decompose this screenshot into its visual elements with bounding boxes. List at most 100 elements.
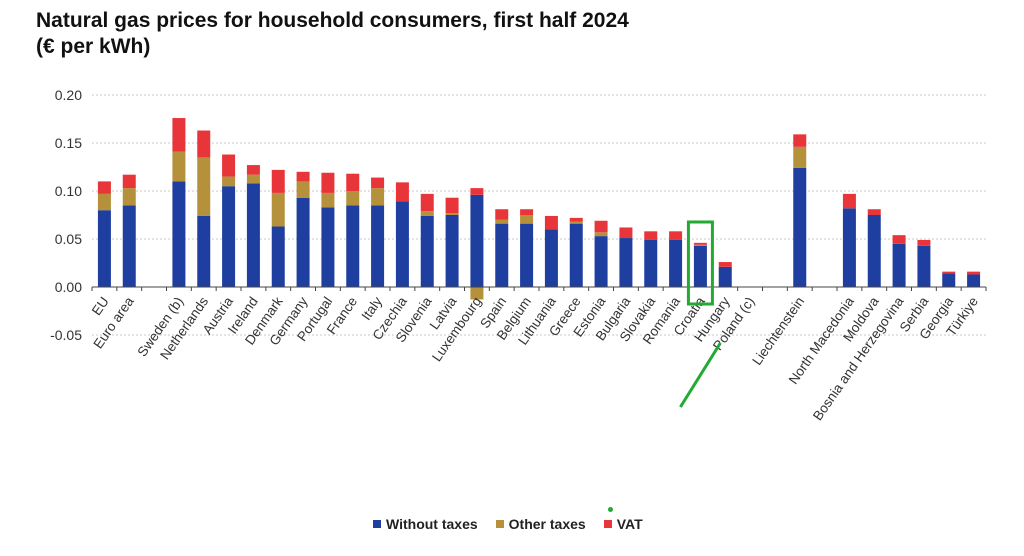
bar-without-taxes [321,207,335,287]
bar-other-taxes [495,219,509,224]
bar-without-taxes [395,201,409,287]
bar-without-taxes [296,197,310,287]
bar-without-taxes [97,210,111,287]
bar-vat [842,193,856,209]
y-tick-label: 0.15 [55,135,82,151]
bar-without-taxes [842,208,856,287]
x-tick-label: Liechtenstein [749,294,807,368]
highlight-box [686,220,714,306]
bar-other-taxes [246,174,260,184]
bar-without-taxes [172,181,186,287]
legend-label: Other taxes [508,516,586,532]
bar-vat [122,174,136,189]
bar-other-taxes [470,287,484,300]
bar-other-taxes [321,192,335,208]
bar-without-taxes [867,215,881,287]
bar-vat [942,271,956,274]
chart-title: Natural gas prices for household consume… [36,8,629,60]
y-tick-label: -0.05 [50,327,82,343]
bar-without-taxes [718,266,732,287]
bar-other-taxes [97,193,111,211]
bar-without-taxes [271,226,285,287]
bar-other-taxes [172,151,186,182]
chart-title-unit: (€ per kWh) [36,35,151,58]
bar-without-taxes [495,223,509,287]
bar-vat [495,209,509,220]
green-dot-mark [608,507,613,512]
bar-vat [296,171,310,182]
bar-other-taxes [445,213,459,215]
bar-other-taxes [420,211,434,216]
y-tick-label: 0.20 [55,87,82,103]
bar-vat [97,181,111,194]
chart-title-main: Natural gas prices for household consume… [36,9,629,32]
bar-vat [644,231,658,240]
legend-label: Without taxes [386,516,478,532]
bar-without-taxes [420,215,434,287]
bar-other-taxes [693,244,707,246]
bar-vat [371,177,385,189]
bar-without-taxes [892,243,906,287]
bar-vat [892,235,906,244]
bar-without-taxes [470,194,484,287]
bar-vat [246,165,260,175]
chart-legend: Without taxes Other taxes VAT [373,516,661,532]
bar-vat [718,262,732,267]
bar-without-taxes [793,167,807,287]
bar-without-taxes [693,245,707,287]
bar-other-taxes [371,188,385,206]
bar-vat [271,169,285,193]
bar-other-taxes [122,188,136,206]
y-tick-label: 0.10 [55,183,82,199]
highlight-strike [679,342,722,408]
bar-without-taxes [371,205,385,287]
bar-vat [867,209,881,215]
legend-item: Other taxes [495,516,586,532]
bar-vat [445,197,459,214]
bar-vat [594,220,608,233]
bar-without-taxes [644,239,658,287]
bar-vat [470,188,484,195]
bar-vat [619,227,633,239]
bar-without-taxes [346,205,360,287]
bar-without-taxes [967,274,981,287]
bar-vat [520,209,534,215]
bar-without-taxes [222,186,236,287]
legend-label: VAT [616,516,643,532]
bar-vat [693,242,707,245]
y-tick-label: 0.00 [55,279,82,295]
legend-item: Without taxes [373,516,478,532]
bar-without-taxes [594,236,608,287]
bar-without-taxes [246,183,260,287]
bar-other-taxes [793,146,807,168]
bar-other-taxes [569,221,583,224]
bar-other-taxes [594,232,608,237]
y-tick-label: 0.05 [55,231,82,247]
bar-without-taxes [569,223,583,287]
bar-vat [569,217,583,222]
bar-vat [967,271,981,275]
bar-vat [197,130,211,158]
bar-vat [544,215,558,230]
legend-item: VAT [603,516,643,532]
bar-without-taxes [520,223,534,287]
bar-vat [669,231,683,240]
x-tick-label: EU [89,294,112,318]
bar-vat [172,118,186,152]
bar-without-taxes [917,245,931,287]
bar-without-taxes [122,205,136,287]
legend-swatch [495,520,504,528]
bar-vat [222,154,236,177]
bar-other-taxes [296,181,310,198]
bar-without-taxes [619,238,633,287]
legend-swatch [603,520,612,528]
bar-vat [420,193,434,212]
bar-other-taxes [520,215,534,224]
bar-other-taxes [222,176,236,187]
bar-other-taxes [271,192,285,227]
bar-vat [395,182,409,202]
bar-without-taxes [942,273,956,287]
bar-without-taxes [669,239,683,287]
bar-without-taxes [544,229,558,287]
